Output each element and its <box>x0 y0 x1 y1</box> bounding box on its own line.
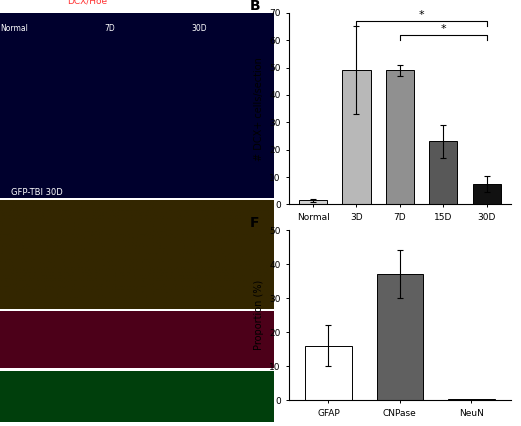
Bar <box>299 200 327 204</box>
Bar <box>305 346 352 400</box>
Bar <box>473 184 501 204</box>
Text: Normal: Normal <box>0 24 28 33</box>
Bar <box>386 70 414 204</box>
Y-axis label: Proportion (%): Proportion (%) <box>254 280 264 350</box>
Bar <box>342 70 370 204</box>
Text: DCX/Hoe: DCX/Hoe <box>67 0 108 6</box>
Text: B: B <box>250 0 260 13</box>
Text: 7D: 7D <box>104 24 115 33</box>
Bar <box>429 141 457 204</box>
Bar <box>377 274 423 400</box>
Text: 30D: 30D <box>192 24 207 33</box>
Text: TBI: TBI <box>414 256 429 266</box>
Text: GFP-TBI 30D: GFP-TBI 30D <box>11 188 63 197</box>
Text: F: F <box>250 216 259 230</box>
Y-axis label: # DCX+ cells/section: # DCX+ cells/section <box>254 57 264 161</box>
Text: *: * <box>419 11 425 20</box>
Text: *: * <box>440 24 446 34</box>
